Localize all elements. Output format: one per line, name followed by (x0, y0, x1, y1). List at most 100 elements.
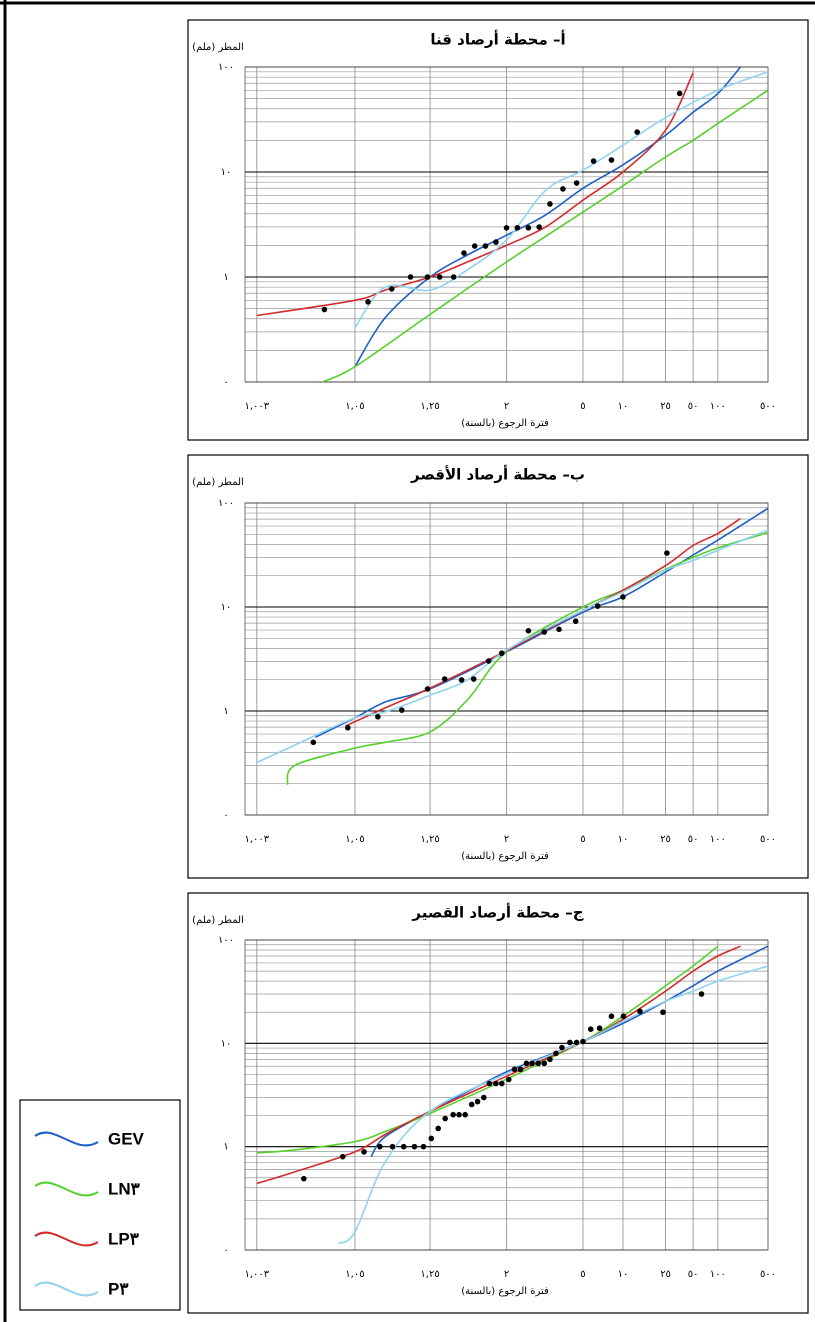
x-tick-label: ١,٠٥ (345, 401, 364, 412)
x-tick-label: ٢ (504, 834, 509, 845)
legend-swatch (34, 1281, 99, 1297)
observed-point (560, 186, 566, 192)
observed-point (590, 158, 597, 164)
x-tick-label: ٢٥ (660, 401, 671, 412)
observed-point (676, 90, 683, 97)
observed-point (634, 129, 640, 135)
observed-point (498, 1080, 505, 1087)
x-tick-label: ٥٠٠ (760, 1269, 776, 1280)
y-tick-label: ١٠ (221, 602, 232, 613)
curve (256, 529, 769, 764)
observed-point (389, 1143, 396, 1150)
x-tick-label: ٥٠٠ (760, 834, 776, 845)
observed-point (480, 1094, 487, 1101)
x-tick-label: ٥ (580, 401, 585, 412)
x-tick-label: ٥٠ (688, 1269, 699, 1280)
x-axis-label: فترة الرجوع (بالسنة) (461, 418, 549, 429)
x-tick-label: ٥ (580, 834, 585, 845)
legend-label: LP٣ (108, 1229, 139, 1248)
y-tick-label: ١٠ (221, 1038, 232, 1049)
y-tick-label: ١٠٠ (218, 62, 234, 73)
observed-point (365, 299, 371, 305)
plot-frame (244, 66, 769, 383)
legend-label: P٣ (108, 1279, 128, 1298)
observed-point (553, 1050, 559, 1057)
y-tick-label: ١ (223, 272, 228, 283)
observed-point (435, 1125, 442, 1132)
observed-point (573, 180, 580, 186)
observed-point (620, 1013, 627, 1020)
observed-point (511, 1066, 518, 1073)
x-tick-label: ١٠ (618, 1269, 629, 1280)
observed-point (523, 1060, 530, 1067)
curve (315, 507, 769, 738)
observed-point (377, 1143, 383, 1150)
chart-title: ج– محطة أرصاد القصير (411, 903, 583, 922)
observed-point (587, 1026, 594, 1033)
observed-point (398, 707, 405, 713)
observed-point (498, 650, 505, 656)
x-tick-label: ٥ (580, 1269, 585, 1280)
observed-point (664, 550, 670, 556)
observed-point (547, 201, 553, 207)
chart-title: أ– محطة أرصاد قنا (430, 30, 565, 49)
x-tick-label: ٥٠ (688, 834, 699, 845)
observed-point (493, 1080, 499, 1087)
y-axis-label: المطر (ملم) (192, 42, 244, 53)
y-axis-label: المطر (ملم) (192, 477, 244, 488)
observed-point (505, 1076, 512, 1083)
observed-point (345, 724, 351, 731)
observed-point (556, 626, 562, 633)
observed-point (503, 225, 510, 231)
legend-box (19, 1099, 181, 1311)
x-tick-label: ١,٠٠٣ (244, 1269, 269, 1280)
x-tick-label: ١,٢٥ (420, 401, 439, 412)
observed-point (596, 1025, 603, 1032)
legend-swatch (34, 1181, 99, 1197)
y-tick-label: ١٠٠ (218, 935, 234, 946)
observed-point (580, 1038, 586, 1045)
observed-point (637, 1008, 643, 1015)
observed-point (450, 1111, 456, 1118)
x-tick-label: ٢٥ (660, 834, 671, 845)
x-tick-label: ١٠٠ (710, 834, 726, 845)
observed-point (441, 676, 448, 682)
observed-point (301, 1175, 307, 1182)
x-axis-label: فترة الرجوع (بالسنة) (461, 1286, 549, 1297)
plot-frame (244, 939, 769, 1251)
curve (354, 66, 742, 368)
plot-frame (244, 502, 769, 816)
x-tick-label: ١,٢٥ (420, 1269, 439, 1280)
legend-label: GEV (108, 1129, 145, 1148)
observed-point (482, 243, 489, 249)
observed-point (547, 1056, 553, 1063)
observed-point (471, 243, 478, 249)
x-tick-label: ٥٠٠ (760, 401, 776, 412)
observed-point (541, 629, 548, 635)
x-tick-label: ١,٠٥ (345, 1269, 364, 1280)
observed-point (474, 1098, 481, 1105)
y-tick-label: ٠ (223, 377, 228, 388)
y-tick-label: ١٠ (221, 167, 232, 178)
observed-point (514, 225, 521, 231)
observed-point (698, 991, 705, 997)
legend-swatch (34, 1131, 99, 1147)
observed-point (620, 594, 626, 600)
observed-point (608, 157, 615, 163)
observed-point (407, 274, 414, 280)
observed-point (388, 286, 395, 292)
observed-point (428, 1135, 435, 1142)
chart-title: ب– محطة أرصاد الأقصر (410, 465, 585, 484)
y-tick-label: ٠ (223, 1245, 228, 1256)
observed-point (411, 1143, 418, 1150)
observed-point (310, 739, 317, 746)
x-tick-label: ١,٠٠٣ (244, 401, 269, 412)
observed-point (424, 686, 431, 692)
observed-point (573, 1039, 580, 1046)
observed-point (517, 1066, 524, 1073)
x-tick-label: ١٠٠ (710, 1269, 726, 1280)
observed-point (493, 239, 499, 245)
curve (354, 71, 769, 329)
